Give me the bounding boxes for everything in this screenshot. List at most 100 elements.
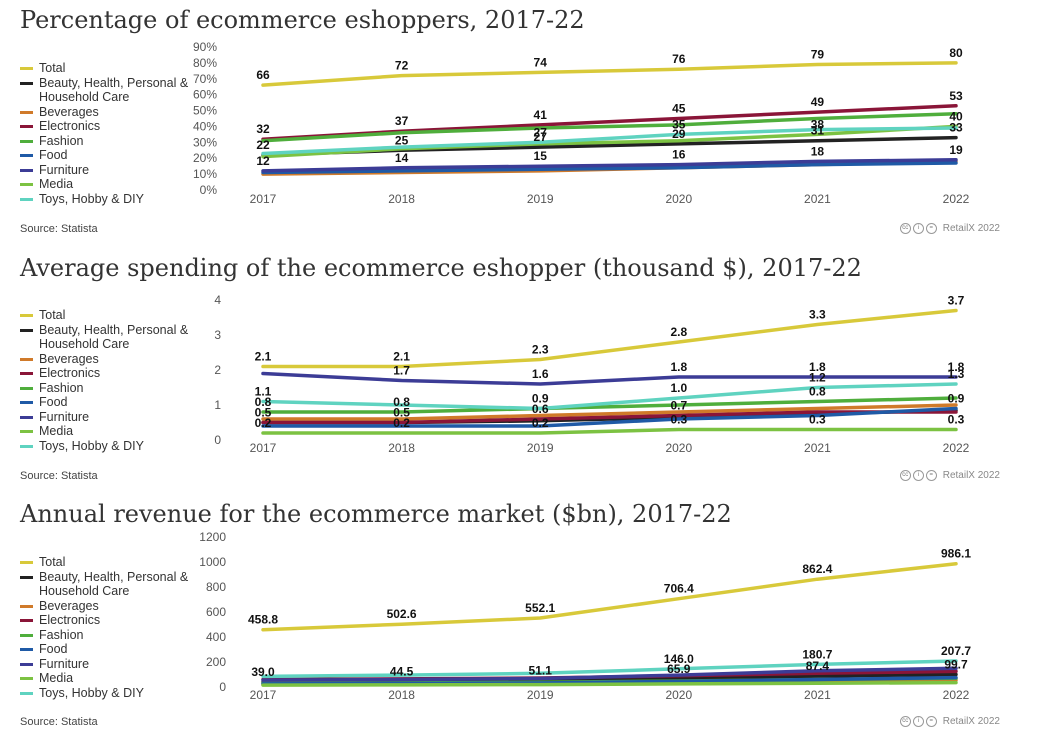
- data-label: 0.9: [948, 392, 965, 406]
- legend-swatch: [20, 81, 33, 85]
- legend-label: Media: [39, 424, 74, 438]
- x-tick-label: 2017: [250, 441, 277, 455]
- legend-label: Food: [39, 148, 68, 162]
- source-note: Source: Statista: [20, 716, 98, 728]
- x-tick-label: 2018: [388, 192, 415, 206]
- legend-label: Beverages: [39, 104, 99, 119]
- legend-item: Total: [20, 555, 190, 570]
- legend-label: Fashion: [39, 380, 84, 395]
- credit-note: cc i = RetailX 2022: [899, 716, 1000, 727]
- legend-swatch: [20, 604, 33, 608]
- legend-label: Beverages: [39, 598, 99, 613]
- data-label: 1.6: [532, 367, 549, 381]
- data-label: 0.8: [809, 385, 826, 399]
- legend-swatch: [20, 619, 33, 622]
- legend-swatch: [20, 662, 33, 666]
- legend-item: Electronics: [20, 119, 190, 134]
- legend-swatch: [20, 633, 33, 637]
- data-label: 180.7: [802, 647, 832, 661]
- source-note: Source: Statista: [20, 223, 98, 235]
- data-label: 49: [811, 95, 825, 109]
- legend-swatch: [20, 125, 33, 128]
- x-tick-label: 2020: [665, 192, 692, 206]
- y-tick-label: 60%: [193, 88, 217, 102]
- legend-swatch: [20, 372, 33, 375]
- data-label: 51.1: [529, 664, 553, 678]
- legend-swatch: [20, 357, 33, 361]
- data-label: 0.2: [255, 416, 272, 430]
- data-label: 27: [534, 125, 548, 139]
- data-label: 1.7: [393, 364, 410, 378]
- legend-label: Electronics: [39, 613, 101, 627]
- data-label: 38: [811, 117, 825, 131]
- source-note: Source: Statista: [20, 470, 98, 482]
- chart-legend: Total Beauty, Health, Personal & Househol…: [20, 61, 190, 206]
- y-tick-label: 30%: [193, 135, 217, 149]
- legend-label: Electronics: [39, 119, 101, 133]
- data-label: 14: [395, 151, 409, 165]
- x-tick-label: 2020: [665, 441, 692, 455]
- series-line: [261, 158, 958, 173]
- y-tick-label: 20%: [193, 151, 217, 165]
- data-label: 45: [672, 102, 686, 116]
- legend-label: Furniture: [39, 162, 90, 177]
- legend-label: Beauty, Health, Personal & Household Car…: [39, 75, 189, 105]
- x-tick-label: 2022: [943, 192, 970, 206]
- y-tick-label: 400: [206, 630, 226, 644]
- legend-item: Total: [20, 61, 190, 76]
- line-chart: 0 1 2 3 4 2017 2018 2019 2020 2021 2022 2.1 2.1 2.3 2.…: [214, 293, 970, 455]
- data-label: 22: [256, 138, 270, 152]
- data-label: 1.8: [809, 360, 826, 374]
- legend-item: Fashion: [20, 134, 190, 149]
- y-tick-label: 800: [206, 580, 226, 594]
- legend-item: Food: [20, 395, 190, 410]
- data-label: 15: [534, 149, 548, 163]
- series-line: [261, 124, 958, 159]
- line-chart: 0% 10% 20% 30% 40%50% 60% 70% 80% 90% 2017 2018 201…: [193, 40, 970, 206]
- legend-item: Total: [20, 308, 190, 323]
- legend-label: Beauty, Health, Personal & Household Car…: [39, 322, 189, 352]
- data-label: 40: [949, 109, 963, 123]
- legend-swatch: [20, 415, 33, 419]
- legend-item: Food: [20, 148, 190, 163]
- data-label: 39.0: [251, 665, 275, 679]
- x-tick-label: 2021: [804, 688, 831, 702]
- data-label: 53: [949, 89, 963, 103]
- y-tick-label: 200: [206, 655, 226, 669]
- data-label: 41: [534, 108, 548, 122]
- y-tick-label: 10%: [193, 167, 217, 181]
- legend-item: Furniture: [20, 163, 190, 178]
- x-tick-label: 2020: [665, 688, 692, 702]
- chart-title: Percentage of ecommerce eshoppers, 2017-…: [20, 6, 585, 34]
- data-label: 1.3: [948, 367, 965, 381]
- data-label: 37: [395, 114, 409, 128]
- data-label: 1.0: [670, 381, 687, 395]
- series-line: [261, 561, 958, 632]
- legend-label: Beverages: [39, 351, 99, 366]
- data-label: 65.9: [667, 662, 691, 676]
- data-label: 29: [672, 127, 686, 141]
- y-tick-label: 1000: [199, 555, 226, 569]
- series-line: [261, 371, 958, 386]
- legend-item: Toys, Hobby & DIY: [20, 192, 190, 207]
- legend-item: Beauty, Health, Personal & Household Car…: [20, 323, 190, 352]
- chart-panel-revenue: Annual revenue for the ecommerce market …: [0, 496, 1051, 739]
- legend-swatch: [20, 197, 33, 201]
- y-tick-label: 70%: [193, 72, 217, 86]
- data-label: 1.1: [255, 385, 272, 399]
- legend-label: Toys, Hobby & DIY: [39, 438, 144, 453]
- data-label: 0.3: [948, 413, 965, 427]
- series-line: [261, 427, 958, 435]
- chart-title: Average spending of the ecommerce eshopp…: [20, 254, 862, 282]
- legend-swatch: [20, 691, 33, 695]
- series-line: [261, 126, 958, 156]
- legend-label: Total: [39, 308, 66, 322]
- legend-label: Furniture: [39, 656, 90, 671]
- legend-item: Furniture: [20, 410, 190, 425]
- data-label: 12: [256, 154, 270, 168]
- data-label: 3.7: [948, 294, 965, 308]
- x-tick-label: 2021: [804, 441, 831, 455]
- x-tick-label: 2022: [943, 441, 970, 455]
- data-label: 32: [256, 122, 270, 136]
- legend-label: Electronics: [39, 366, 101, 380]
